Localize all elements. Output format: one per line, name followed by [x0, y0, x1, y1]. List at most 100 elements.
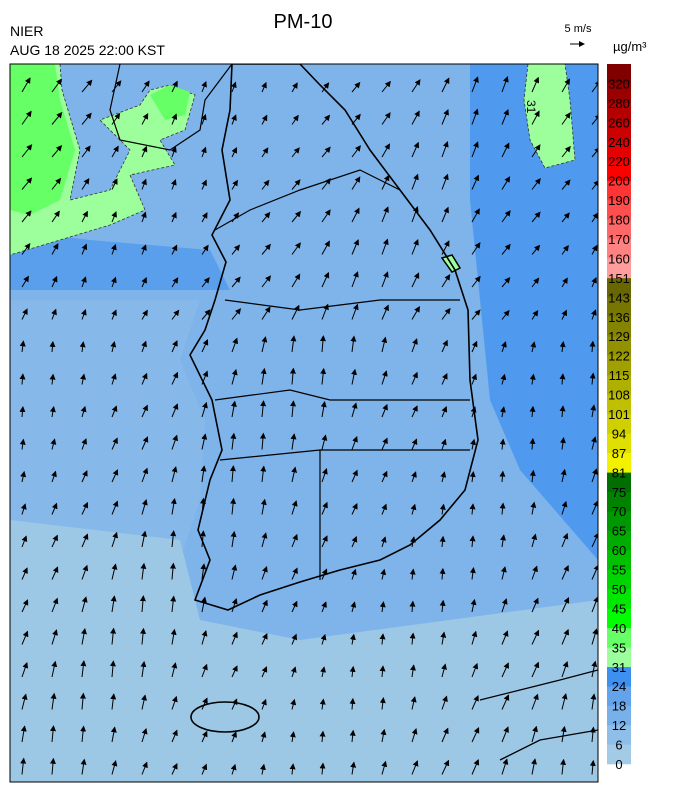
- wind-arrow: [111, 276, 117, 288]
- wind-arrow: [321, 82, 330, 93]
- wind-arrow: [591, 212, 598, 223]
- wind-arrow: [81, 112, 92, 125]
- colorbar-label: 6: [615, 738, 622, 753]
- wind-arrow: [351, 535, 358, 548]
- wind-arrow: [81, 470, 88, 483]
- wind-arrow: [529, 469, 536, 483]
- wind-arrow: [589, 372, 596, 385]
- wind-arrow: [140, 562, 147, 580]
- wind-arrow: [171, 309, 180, 320]
- wind-arrow: [229, 465, 236, 483]
- wind-arrow: [110, 243, 117, 255]
- colorbar-label: 81: [612, 465, 626, 480]
- colorbar-segment: [607, 725, 631, 745]
- colorbar-label: 40: [612, 621, 626, 636]
- wind-arrow: [20, 503, 27, 515]
- wind-arrow: [471, 76, 479, 93]
- wind-arrow: [111, 145, 119, 158]
- wind-arrow: [559, 341, 566, 353]
- wind-arrow: [291, 242, 301, 255]
- wind-arrow: [410, 664, 416, 678]
- wind-arrow: [20, 757, 27, 775]
- wind-arrow: [170, 530, 177, 548]
- wind-arrow: [171, 466, 178, 483]
- wind-arrow: [439, 503, 446, 515]
- wind-arrow: [589, 759, 596, 775]
- wind-arrow: [141, 499, 148, 515]
- wind-arrow: [411, 272, 420, 288]
- wind-arrow: [231, 276, 241, 288]
- wind-arrow: [141, 309, 148, 320]
- wind-arrow: [290, 698, 297, 710]
- wind-arrow: [171, 80, 178, 93]
- wind-arrow: [21, 535, 28, 548]
- wind-arrow: [170, 179, 177, 190]
- wind-arrow: [531, 533, 538, 548]
- wind-arrow: [170, 628, 177, 645]
- wind-arrow: [171, 729, 178, 743]
- wind-arrow: [81, 79, 93, 93]
- wind-arrow: [201, 433, 208, 450]
- wind-arrow: [230, 81, 237, 93]
- wind-arrow: [259, 432, 266, 450]
- wind-arrow: [381, 80, 391, 93]
- wind-arrow: [201, 179, 207, 190]
- wind-arrow: [261, 81, 267, 93]
- wind-arrow: [19, 340, 26, 353]
- wind-arrow: [381, 206, 389, 223]
- colorbar-label: 35: [612, 640, 626, 655]
- wind-field: [19, 76, 598, 775]
- wind-arrow: [411, 110, 420, 125]
- wind-arrow: [351, 502, 358, 515]
- wind-arrow: [321, 146, 331, 158]
- wind-arrow: [141, 694, 147, 710]
- wind-arrow: [291, 114, 299, 125]
- colorbar-segment: [607, 608, 631, 629]
- wind-arrow: [350, 568, 357, 580]
- wind-arrow: [471, 694, 479, 710]
- wind-arrow: [110, 627, 117, 645]
- wind-arrow: [501, 726, 509, 743]
- title: PM-10: [274, 11, 333, 33]
- wind-arrow: [141, 530, 148, 548]
- colorbar-label: 220: [608, 154, 630, 169]
- wind-arrow: [379, 665, 386, 678]
- wind-arrow: [81, 501, 89, 515]
- wind-arrow: [441, 141, 449, 158]
- wind-arrow: [110, 726, 117, 743]
- colorbar-segment: [607, 491, 631, 512]
- colorbar-unit: µg/m³: [613, 39, 647, 54]
- colorbar-label: 45: [612, 601, 626, 616]
- wind-arrow: [411, 306, 420, 320]
- wind-arrow: [111, 178, 118, 190]
- colorbar-label: 87: [612, 446, 626, 461]
- wind-arrow: [441, 274, 451, 288]
- wind-arrow: [231, 147, 237, 158]
- colorbar-segment: [607, 472, 631, 493]
- wind-arrow: [441, 173, 449, 190]
- wind-arrow: [321, 501, 328, 515]
- colorbar-segment: [607, 64, 631, 84]
- wind-arrow: [440, 631, 447, 645]
- wind-arrow: [320, 401, 327, 418]
- wind-arrow: [440, 471, 447, 483]
- wind-arrow: [201, 630, 208, 645]
- wind-arrow: [261, 147, 269, 158]
- wind-arrow: [291, 533, 298, 548]
- colorbar-label: 65: [612, 524, 626, 539]
- colorbar: 0 6 12 18 24 31 35 40 45 50 55 60 65 70 75 81 87 94 101 108…: [607, 64, 631, 772]
- wind-arrow: [561, 244, 569, 255]
- wind-arrow: [499, 470, 506, 483]
- wind-arrow: [80, 405, 87, 418]
- wind-arrow: [291, 600, 298, 613]
- wind-arrow: [560, 468, 567, 483]
- colorbar-label: 240: [608, 135, 630, 150]
- wind-arrow: [261, 565, 268, 580]
- wind-arrow: [19, 438, 26, 450]
- wind-arrow: [351, 145, 361, 158]
- wind-arrow: [171, 113, 178, 125]
- wind-arrow: [499, 438, 506, 450]
- wind-arrow: [81, 177, 90, 190]
- wind-arrow: [470, 438, 476, 450]
